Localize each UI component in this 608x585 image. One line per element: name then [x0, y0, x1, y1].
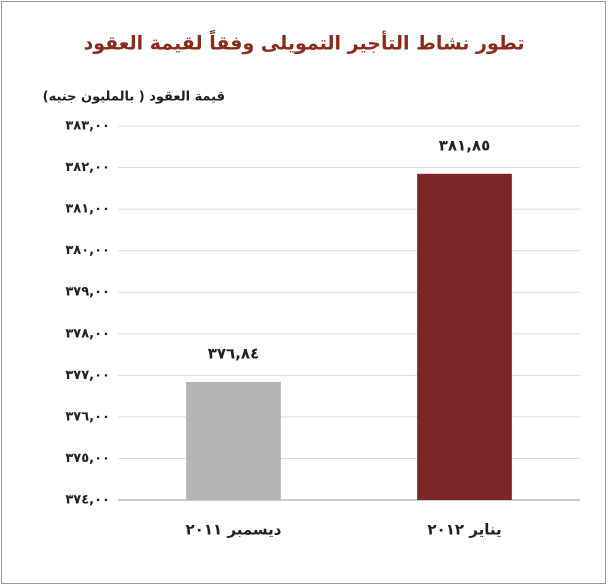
y-tick-label: ٣٧٤,٠٠ — [65, 493, 110, 508]
y-tick-label: ٣٨٣,٠٠ — [65, 119, 110, 134]
bar — [417, 173, 512, 501]
bar — [186, 381, 281, 500]
y-tick-label: ٣٧٨,٠٠ — [65, 326, 110, 341]
y-tick-label: ٣٨٢,٠٠ — [65, 160, 110, 175]
y-tick-label: ٣٨١,٠٠ — [65, 202, 110, 217]
y-tick-label: ٣٧٩,٠٠ — [65, 285, 110, 300]
chart-title: تطور نشاط التأجير التمويلى وفقاً لقيمة ا… — [83, 29, 524, 54]
y-tick-label: ٣٨٠,٠٠ — [65, 243, 110, 258]
x-tick-label: ديسمبر ٢٠١١ — [186, 521, 282, 539]
y-tick-label: ٣٧٦,٠٠ — [65, 409, 110, 424]
x-tick-label: يناير ٢٠١٢ — [427, 521, 501, 539]
y-tick-label: ٣٧٥,٠٠ — [65, 451, 110, 466]
y-tick-label: ٣٧٧,٠٠ — [65, 368, 110, 383]
data-label: ٣٧٦,٨٤ — [208, 344, 259, 362]
data-label: ٣٨١,٨٥ — [439, 136, 490, 154]
y-axis-label: قيمة العقود ( بالمليون جنيه) — [43, 90, 225, 105]
